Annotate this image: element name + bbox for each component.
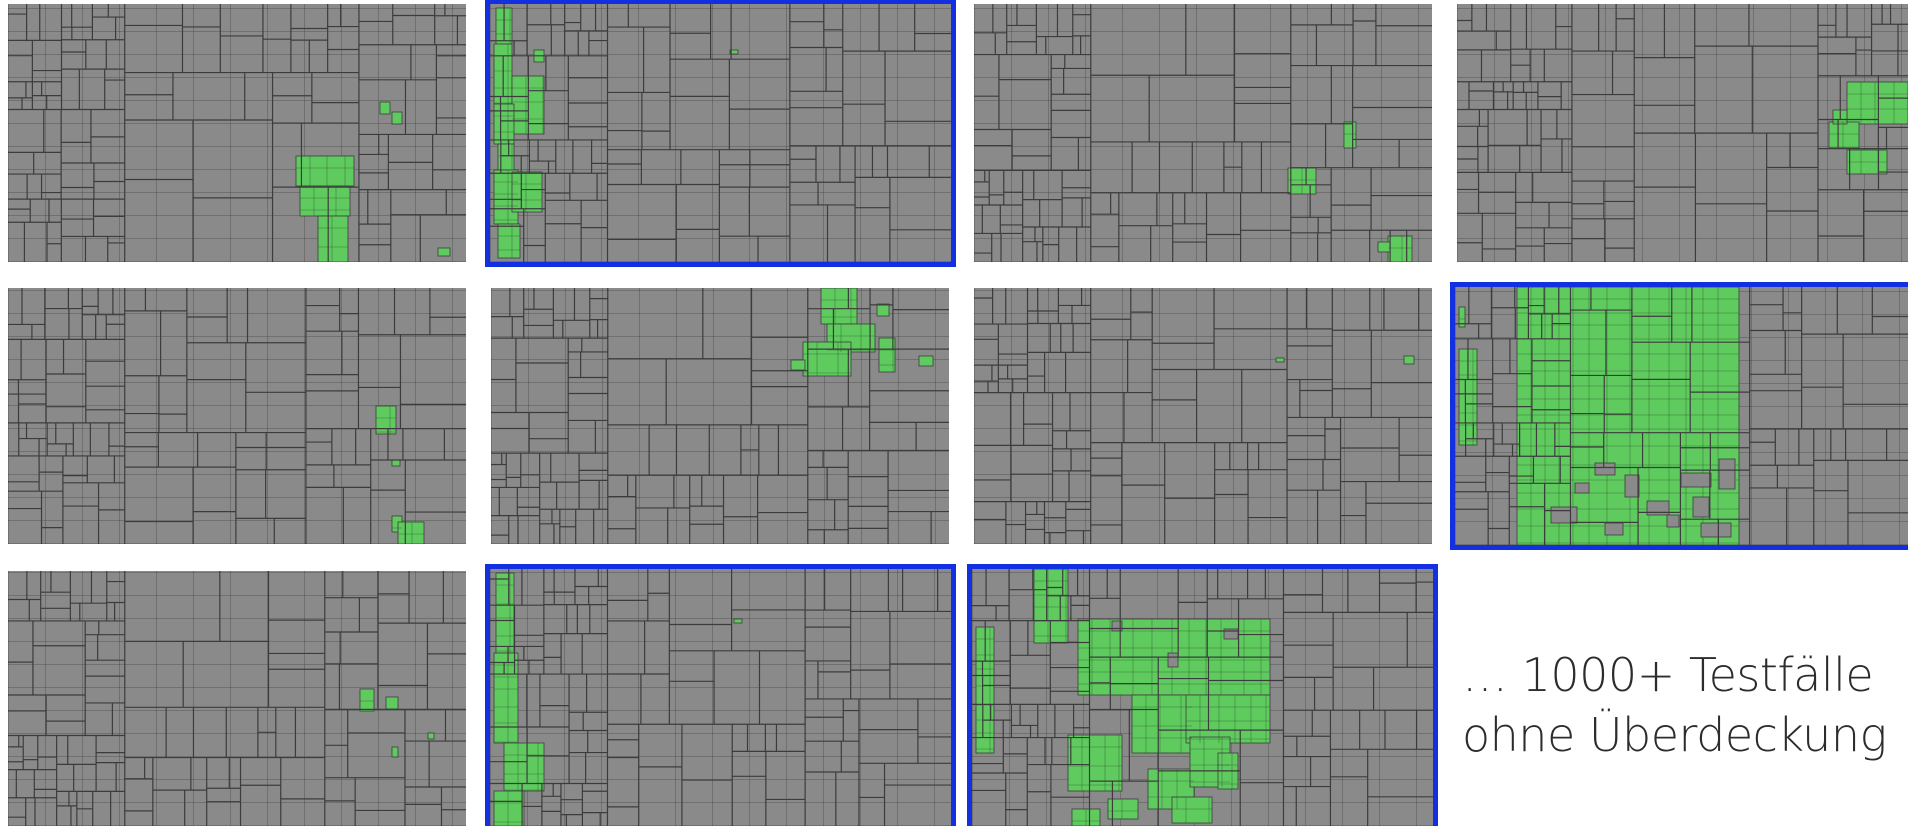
treemap-drawing [8, 4, 466, 262]
caption-line-1: … 1000+ Testfälle [1462, 648, 1874, 702]
treemap-drawing [491, 288, 949, 544]
covered-cells [1275, 355, 1415, 365]
treemap-tile-r2c3[interactable] [974, 288, 1432, 544]
covered-cells [295, 101, 451, 262]
treemap-cells [491, 288, 949, 544]
treemap-tile-r1c3[interactable] [974, 4, 1432, 262]
covered-cells [493, 572, 743, 826]
treemap-drawing [972, 569, 1433, 826]
treemap-drawing [1455, 287, 1908, 545]
treemap-cells [974, 288, 1432, 544]
treemap-cells [8, 288, 466, 544]
treemap-cells [490, 4, 951, 262]
covered-cells [375, 405, 425, 544]
treemap-tile-r3c3[interactable] [967, 564, 1438, 826]
covered-cells [1828, 81, 1908, 175]
treemap-tile-r2c2[interactable] [491, 288, 949, 544]
treemap-tile-r3c1[interactable] [8, 571, 466, 826]
treemap-cells [490, 569, 951, 826]
covered-cells [493, 7, 739, 259]
treemap-drawing [8, 288, 466, 544]
treemap-tile-r3c2[interactable] [485, 564, 956, 826]
treemap-drawing [1457, 4, 1908, 262]
caption: … 1000+ Testfälle ohne Überdeckung [1462, 645, 1887, 765]
covered-cells [1287, 121, 1413, 262]
treemap-cells [1455, 287, 1908, 545]
treemap-tile-r2c4[interactable] [1450, 282, 1908, 550]
treemap-drawing [974, 288, 1432, 544]
treemap-drawing [490, 569, 951, 826]
treemap-tile-r1c1[interactable] [8, 4, 466, 262]
treemap-cells [974, 4, 1432, 262]
covered-cells [790, 288, 934, 377]
caption-line-2: ohne Überdeckung [1462, 708, 1887, 762]
treemap-tile-r2c1[interactable] [8, 288, 466, 544]
treemap-cells [8, 4, 466, 262]
treemap-tile-r1c4[interactable] [1457, 4, 1908, 262]
treemap-cells [972, 569, 1433, 826]
treemap-tile-r1c2[interactable] [485, 0, 956, 267]
treemap-cells [1457, 4, 1908, 262]
treemap-drawing [490, 4, 951, 262]
treemap-cells [8, 571, 466, 826]
covered-cells [975, 569, 1271, 826]
treemap-drawing [8, 571, 466, 826]
treemap-drawing [974, 4, 1432, 262]
covered-cells [359, 688, 435, 758]
